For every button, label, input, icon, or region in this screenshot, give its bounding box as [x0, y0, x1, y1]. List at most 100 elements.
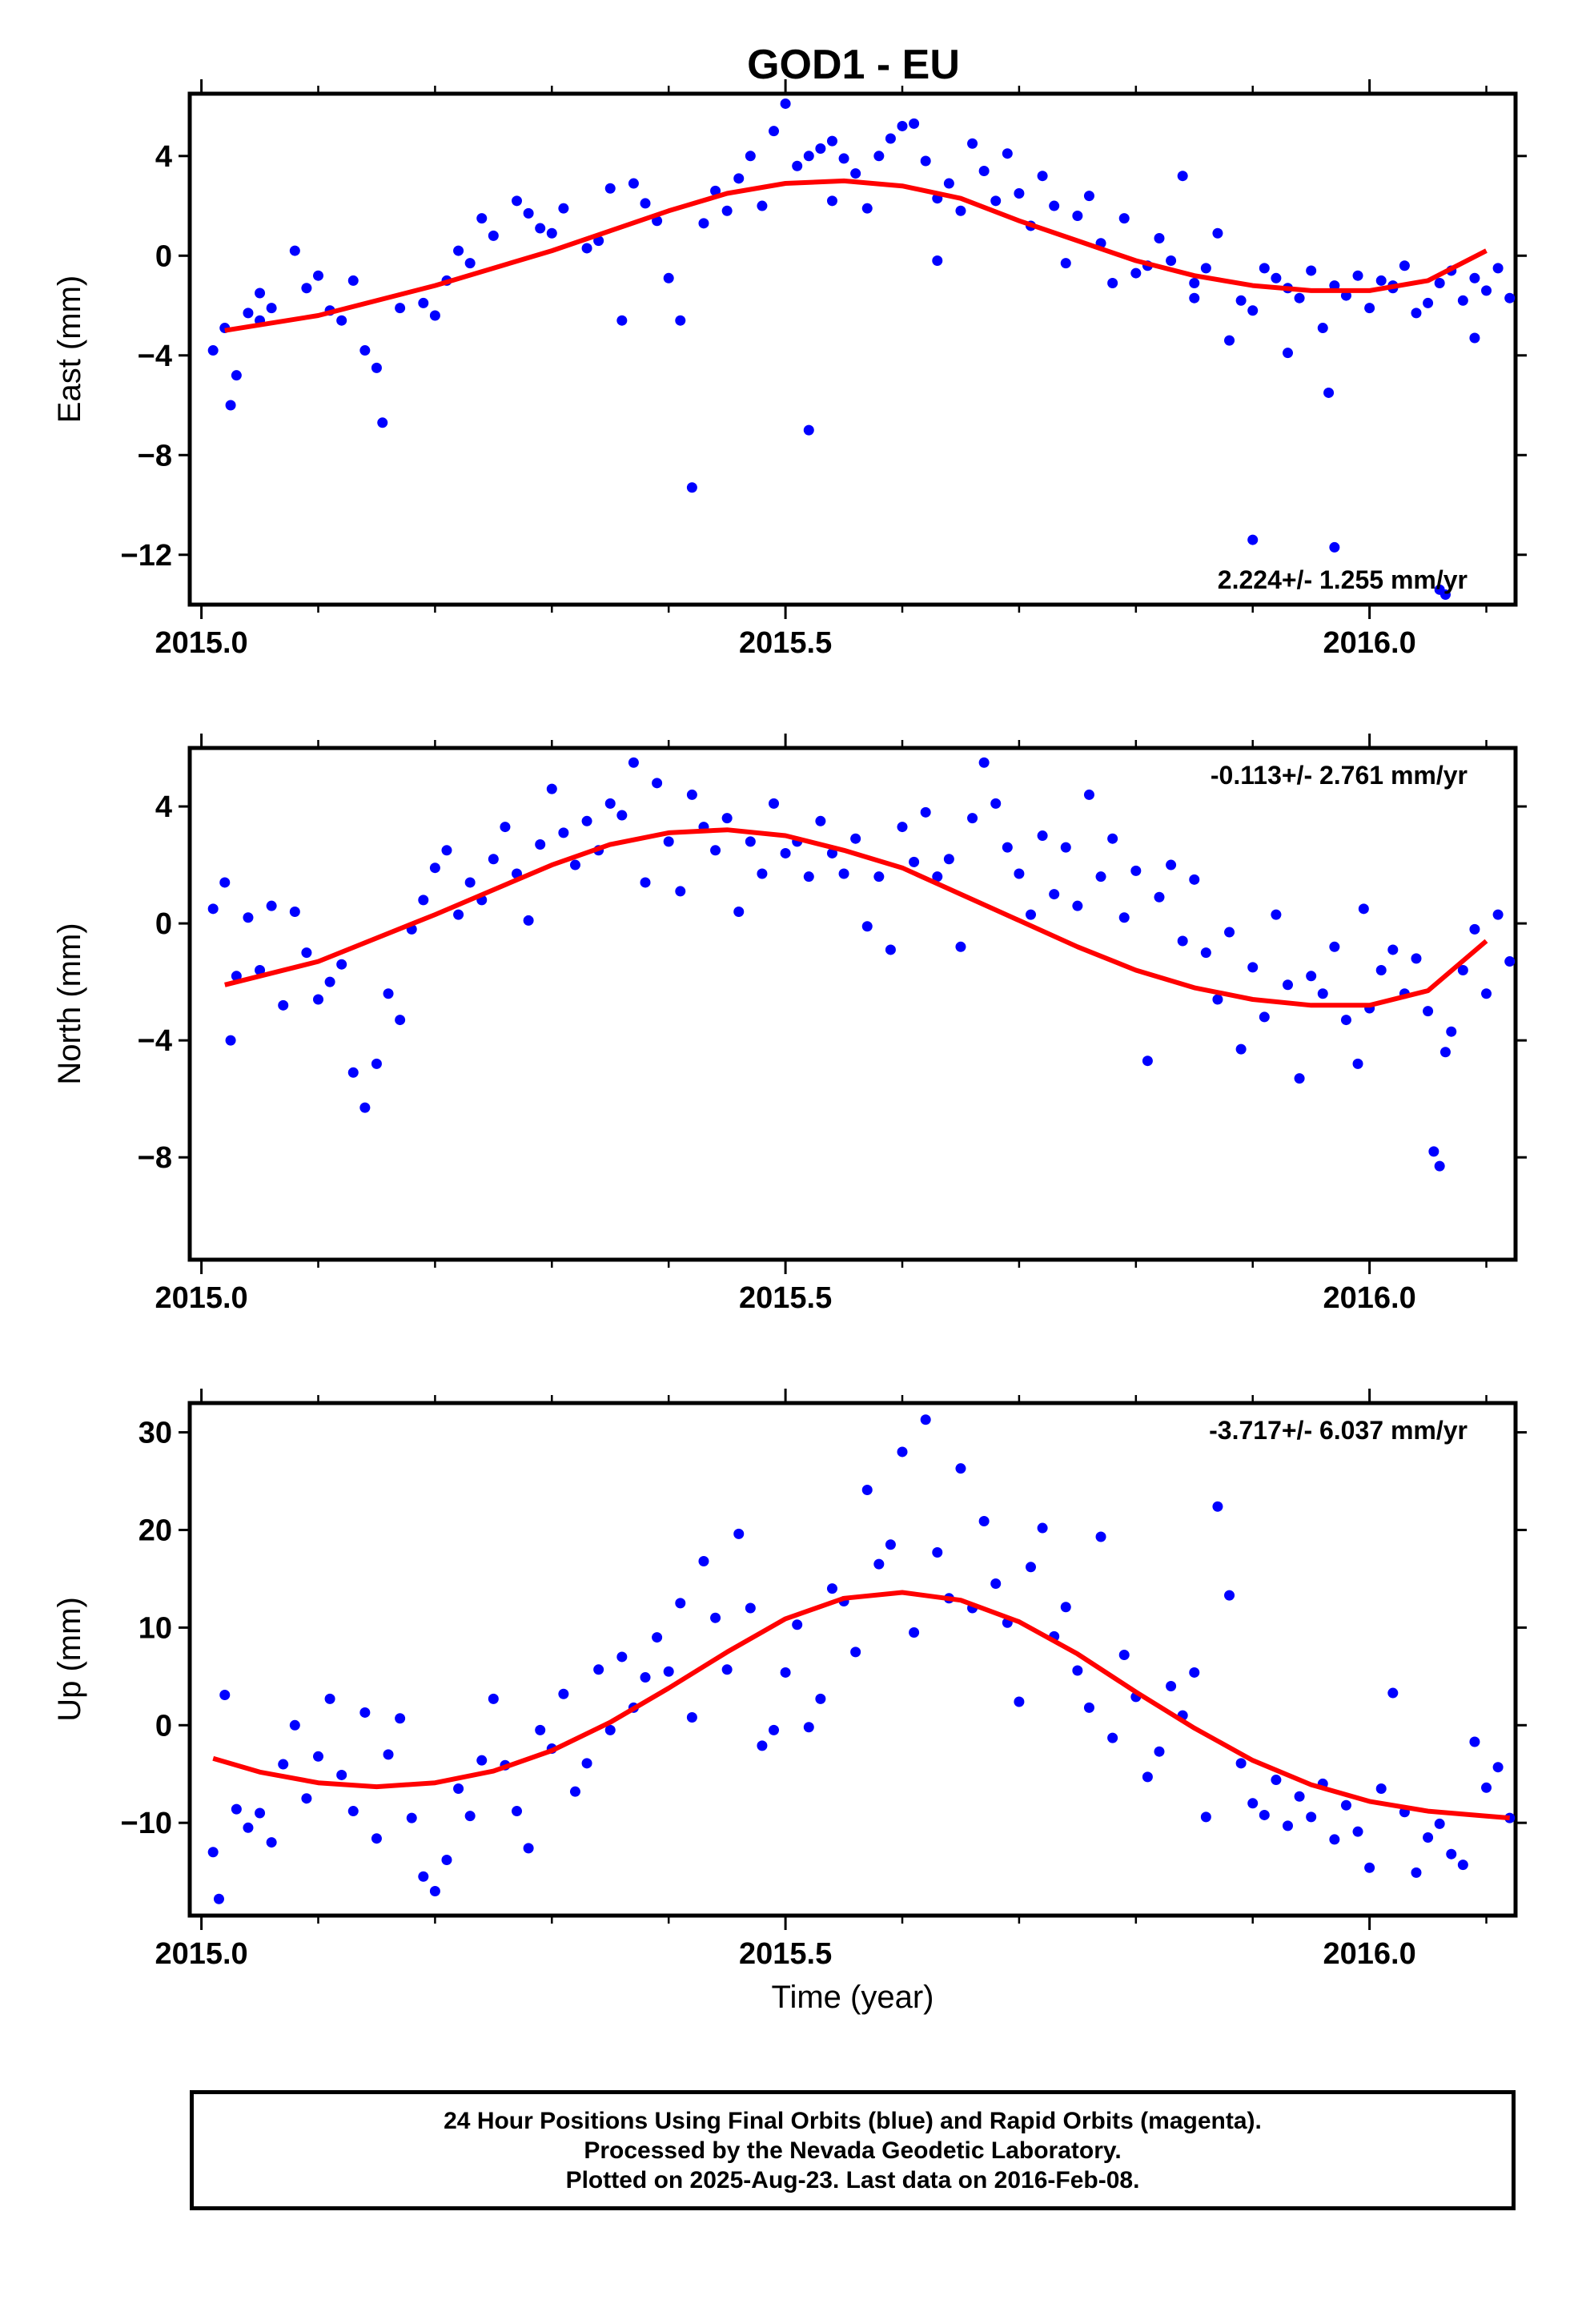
data-point	[441, 1855, 452, 1866]
data-point	[418, 895, 429, 906]
data-point	[1375, 275, 1387, 286]
data-point	[616, 315, 628, 326]
data-point	[652, 1632, 663, 1643]
caption-box: 24 Hour Positions Using Final Orbits (bl…	[190, 2090, 1516, 2210]
data-point	[1200, 947, 1211, 959]
x-tick-label: 2015.0	[155, 1281, 247, 1315]
data-point	[593, 1664, 604, 1675]
data-point	[1469, 272, 1480, 283]
data-point	[897, 120, 908, 131]
data-point	[581, 815, 592, 826]
fit-curve	[224, 178, 1488, 333]
data-point	[1072, 1665, 1083, 1676]
data-point	[1469, 332, 1480, 344]
data-point	[243, 308, 254, 319]
data-point	[255, 965, 266, 976]
data-point	[1375, 965, 1387, 976]
data-point	[803, 871, 814, 883]
data-point	[1294, 1073, 1305, 1084]
data-point	[453, 909, 464, 920]
data-point	[383, 1749, 394, 1760]
data-point	[1060, 258, 1071, 269]
data-point	[488, 1693, 499, 1704]
data-point	[1212, 227, 1223, 239]
data-point	[698, 1555, 709, 1566]
data-point	[803, 151, 814, 162]
data-point	[1107, 1732, 1118, 1743]
data-point	[581, 1758, 592, 1769]
data-point	[1294, 1791, 1305, 1802]
data-point	[476, 213, 488, 224]
data-point	[675, 886, 686, 897]
data-point	[1189, 292, 1200, 304]
data-point	[255, 1807, 266, 1819]
data-point	[628, 178, 639, 189]
data-point	[885, 133, 896, 144]
x-tick-label: 2016.0	[1323, 1281, 1416, 1315]
data-point	[873, 1558, 885, 1570]
x-tick-label: 2016.0	[1323, 626, 1416, 660]
data-point	[1095, 871, 1106, 883]
data-point	[312, 1751, 323, 1762]
data-point	[616, 810, 628, 821]
data-point	[675, 1598, 686, 1609]
y-tick-label: −10	[121, 1807, 172, 1840]
data-point	[289, 1719, 300, 1731]
data-point	[675, 315, 686, 326]
data-point	[1271, 272, 1282, 283]
data-point	[955, 1463, 966, 1474]
data-point	[1399, 260, 1410, 271]
data-point	[721, 813, 733, 824]
data-point	[546, 227, 557, 239]
data-point	[523, 1843, 534, 1854]
data-point	[301, 1793, 312, 1804]
data-point	[1434, 1818, 1445, 1829]
data-point	[1323, 387, 1335, 398]
data-point	[769, 1724, 780, 1735]
data-point	[873, 871, 885, 883]
data-point	[1306, 1811, 1317, 1823]
data-point	[312, 270, 323, 281]
x-tick-label: 2015.5	[739, 1281, 832, 1315]
data-point	[207, 903, 219, 915]
data-point	[1142, 1771, 1153, 1783]
data-point	[932, 1547, 943, 1558]
data-point	[861, 921, 873, 932]
data-point	[429, 310, 440, 321]
data-point	[769, 126, 780, 137]
data-point	[1014, 868, 1025, 879]
data-point	[1434, 584, 1445, 595]
data-point	[1457, 965, 1468, 976]
data-point	[885, 1539, 896, 1550]
data-point	[803, 1722, 814, 1733]
data-point	[278, 999, 289, 1011]
data-point	[861, 203, 873, 214]
data-point	[243, 912, 254, 923]
data-point	[850, 833, 861, 844]
data-point	[1224, 1590, 1235, 1601]
data-point	[686, 1712, 697, 1723]
data-point	[1504, 956, 1516, 967]
data-point	[1072, 210, 1083, 221]
data-point	[359, 345, 371, 356]
data-point	[885, 944, 896, 955]
data-point	[266, 900, 277, 911]
data-point	[1492, 1762, 1504, 1773]
data-point	[780, 98, 791, 109]
data-point	[955, 205, 966, 216]
data-point	[1294, 292, 1305, 304]
caption-line-2: Processed by the Nevada Geodetic Laborat…	[584, 2137, 1122, 2164]
data-point	[347, 275, 359, 286]
data-points	[207, 1414, 1516, 1904]
data-point	[1387, 1687, 1399, 1699]
data-point	[1212, 1501, 1223, 1512]
data-point	[464, 258, 476, 269]
data-point	[652, 778, 663, 789]
data-point	[1306, 971, 1317, 982]
data-point	[418, 297, 429, 308]
data-point	[1247, 962, 1259, 973]
y-tick-label: −12	[121, 539, 172, 573]
y-axis-label: Up (mm)	[52, 1597, 87, 1722]
data-point	[733, 173, 745, 184]
